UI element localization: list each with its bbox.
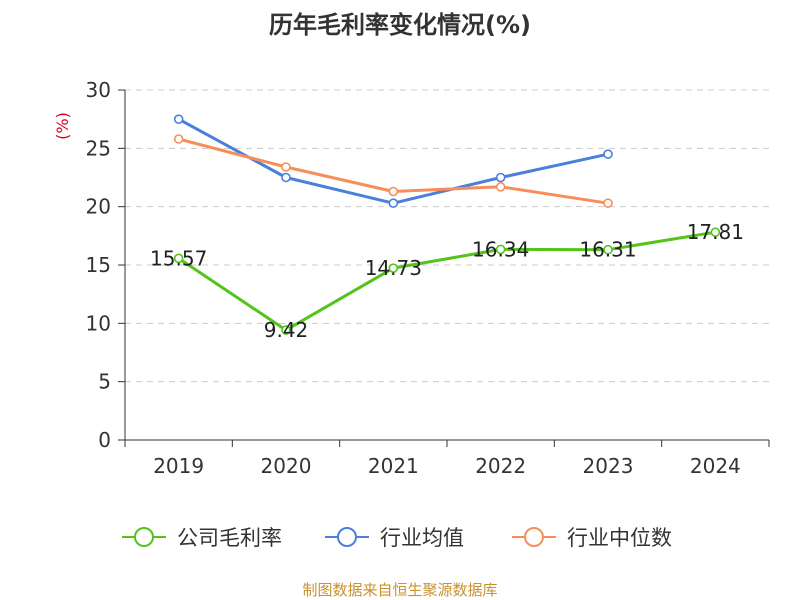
chart-title: 历年毛利率变化情况(%) bbox=[269, 11, 531, 39]
data-point bbox=[173, 253, 184, 264]
x-tick-label: 2021 bbox=[368, 454, 419, 478]
data-point bbox=[173, 114, 184, 124]
data-point bbox=[603, 198, 613, 208]
legend-label: 行业均值 bbox=[380, 526, 464, 550]
y-tick-label: 30 bbox=[86, 78, 111, 102]
data-label-layer: 15.57 9.42 14.73 16.34 16.31 17.81 bbox=[150, 220, 744, 342]
legend-item: 公司毛利率 bbox=[122, 526, 282, 550]
series-line-0 bbox=[177, 230, 717, 332]
x-tick-label: 2022 bbox=[475, 454, 526, 478]
axis-layer: 0 5 10 15 20 25 30 2019 2020 2021 2022 2023 2024 bbox=[86, 78, 770, 478]
data-label: 17.81 bbox=[687, 220, 744, 244]
data-point bbox=[603, 244, 613, 255]
y-tick-label: 25 bbox=[86, 136, 111, 160]
data-label: 16.31 bbox=[579, 238, 636, 262]
data-point bbox=[495, 172, 506, 183]
legend-swatch-marker bbox=[337, 527, 357, 547]
data-point bbox=[281, 325, 291, 335]
data-point bbox=[281, 172, 291, 183]
x-tick-label: 2023 bbox=[583, 454, 634, 478]
data-point bbox=[173, 134, 184, 144]
y-tick-label: 20 bbox=[86, 195, 111, 219]
x-tick-label: 2019 bbox=[153, 454, 204, 478]
data-point bbox=[281, 162, 291, 172]
data-label: 9.42 bbox=[264, 318, 309, 342]
data-label: 14.73 bbox=[365, 256, 422, 280]
legend: 公司毛利率 行业均值 行业中位数 bbox=[122, 526, 672, 550]
data-label: 16.34 bbox=[472, 237, 529, 261]
source-note: 制图数据来自恒生聚源数据库 bbox=[302, 581, 497, 599]
data-label: 15.57 bbox=[150, 246, 207, 270]
y-axis-unit-label: (%) bbox=[53, 112, 72, 140]
legend-swatch-marker bbox=[134, 527, 154, 547]
data-point bbox=[710, 227, 721, 238]
data-point bbox=[388, 186, 399, 197]
data-point bbox=[495, 244, 506, 255]
x-tick-label: 2020 bbox=[261, 454, 312, 478]
data-point bbox=[388, 198, 399, 208]
legend-label: 公司毛利率 bbox=[177, 526, 282, 550]
legend-label: 行业中位数 bbox=[567, 526, 672, 550]
data-point bbox=[388, 263, 399, 273]
x-tick-label: 2024 bbox=[690, 454, 741, 478]
y-tick-label: 5 bbox=[98, 370, 111, 394]
y-tick-label: 15 bbox=[86, 253, 111, 277]
data-point bbox=[603, 149, 613, 159]
series-layer bbox=[173, 114, 721, 335]
legend-swatch-marker bbox=[524, 527, 544, 547]
legend-item: 行业均值 bbox=[325, 526, 464, 550]
y-tick-label: 0 bbox=[98, 428, 111, 452]
y-tick-label: 10 bbox=[86, 311, 111, 335]
grid-layer bbox=[125, 89, 769, 383]
legend-item: 行业中位数 bbox=[512, 526, 672, 550]
data-point bbox=[495, 182, 506, 192]
